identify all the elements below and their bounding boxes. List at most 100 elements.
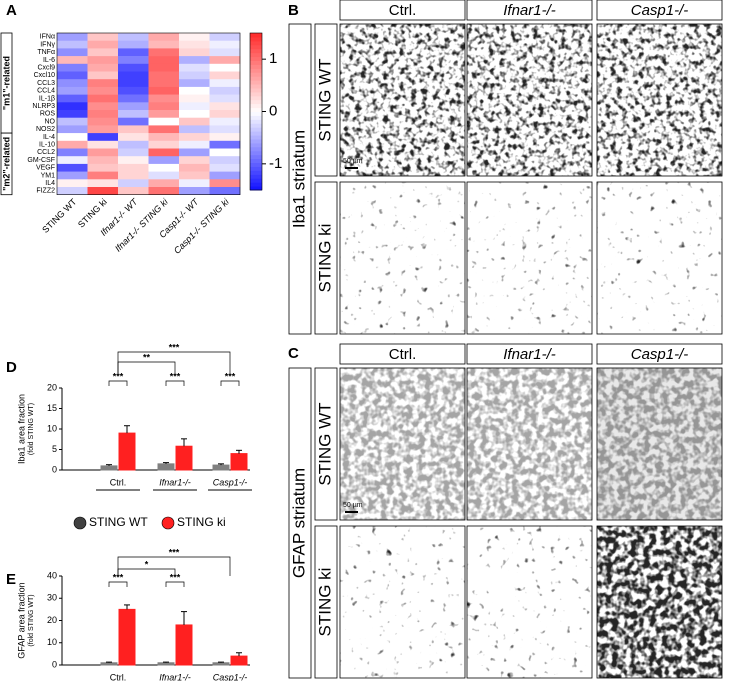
column-header: Ctrl. <box>389 346 417 363</box>
panel-label: C <box>288 345 299 362</box>
scale-bar-label: 50 µm <box>343 502 363 509</box>
micrograph <box>597 526 722 678</box>
colorbar-step <box>250 95 262 101</box>
heatmap-cell <box>87 148 119 157</box>
y-tick-label: 0 <box>52 464 57 474</box>
heatmap-row-label: FIZZ2 <box>36 188 55 195</box>
panel-label: A <box>6 2 17 19</box>
heatmap-cell <box>118 179 149 188</box>
panel-label: B <box>288 2 299 19</box>
heatmap-cell <box>57 179 88 188</box>
x-tick-label: Casp1-/- <box>213 477 248 487</box>
heatmap-cell <box>118 148 149 157</box>
colorbar-step <box>250 36 262 42</box>
heatmap-cell <box>118 56 149 65</box>
micrograph <box>340 24 465 176</box>
y-axis-label: (fold STING WT) <box>28 403 35 455</box>
micrograph <box>467 526 592 678</box>
heatmap-cell <box>179 94 210 103</box>
heatmap-cell <box>57 110 88 118</box>
heatmap-cell <box>179 148 210 157</box>
micrograph <box>340 526 465 678</box>
heatmap-frame <box>56 32 241 195</box>
y-tick-label: 30 <box>47 593 57 603</box>
heatmap-cell <box>179 156 210 165</box>
heatmap-cell <box>87 125 119 134</box>
heatmap-row-label: VEGF <box>36 165 55 172</box>
bar <box>157 662 175 666</box>
heatmap-row-label: NO <box>45 118 56 125</box>
panel-label: D <box>6 359 17 376</box>
colorbar-step <box>250 60 262 65</box>
significance-label: *** <box>169 342 180 352</box>
heatmap-cell <box>57 94 88 103</box>
heatmap-row-label: TNFα <box>37 49 55 56</box>
heatmap-row-label: NLRP3 <box>32 103 55 110</box>
micrograph <box>467 24 592 176</box>
heatmap-cell <box>57 171 88 180</box>
heatmap-cell <box>118 102 149 111</box>
colorbar-step <box>250 107 262 112</box>
heatmap-cell <box>57 40 88 49</box>
heatmap-cell <box>148 140 180 149</box>
heatmap-cell <box>148 40 180 49</box>
colorbar-step <box>250 111 262 116</box>
significance-bracket <box>165 581 185 587</box>
heatmap-cell <box>148 110 180 118</box>
heatmap-row-label: IL-6 <box>43 57 55 64</box>
heatmap-cell <box>148 71 180 80</box>
heatmap-cell <box>87 102 119 111</box>
colorbar-step <box>250 33 262 38</box>
significance-label: *** <box>113 371 124 381</box>
heatmap-cell <box>179 171 210 180</box>
column-header-box <box>466 343 593 365</box>
heatmap-cell <box>57 86 88 95</box>
colorbar-tick-label: 0 <box>269 102 277 119</box>
heatmap-cell <box>57 71 88 80</box>
heatmap-cell <box>118 110 149 118</box>
panel-label: E <box>6 571 16 588</box>
significance-label: ** <box>143 352 151 362</box>
heatmap-cell <box>179 110 210 118</box>
heatmap-cell <box>179 79 210 88</box>
heatmap-cell <box>209 110 241 118</box>
heatmap-cell <box>118 79 149 88</box>
heatmap-cell <box>209 125 241 134</box>
heatmap-cell <box>118 171 149 180</box>
colorbar-step <box>250 182 262 187</box>
heatmap-cell <box>148 86 180 95</box>
significance-bracket <box>108 380 128 386</box>
bar <box>230 453 248 471</box>
x-tick-label: Ifnar1-/- <box>159 477 191 487</box>
heatmap-cell <box>179 86 210 95</box>
micrograph <box>597 368 722 520</box>
heatmap-cell <box>87 86 119 95</box>
heatmap-cell <box>179 40 210 49</box>
heatmap-cell <box>57 133 88 142</box>
heatmap-cell <box>87 63 119 72</box>
heatmap-cell <box>87 33 119 41</box>
column-header-box <box>339 0 466 21</box>
heatmap-cell <box>57 140 88 149</box>
heatmap-cell <box>87 94 119 103</box>
colorbar-step <box>250 127 262 132</box>
heatmap-cell <box>87 40 119 49</box>
heatmap-row-label: IFNγ <box>40 41 55 48</box>
heatmap-cell <box>148 79 180 88</box>
colorbar-step <box>250 40 262 46</box>
heatmap-cell <box>118 40 149 49</box>
column-header: Casp1-/- <box>631 2 689 19</box>
heatmap-cell <box>148 125 180 134</box>
significance-label: * <box>145 559 149 569</box>
micrograph <box>597 182 722 334</box>
legend-swatch <box>161 516 175 530</box>
group-label: "m2"-related <box>1 137 11 191</box>
heatmap-cell <box>179 125 210 134</box>
heatmap-cell <box>179 56 210 65</box>
heatmap-cell <box>57 156 88 165</box>
row-label: STING WT <box>315 58 334 141</box>
micrograph <box>340 182 465 334</box>
bar <box>100 662 118 666</box>
colorbar-step <box>250 103 262 109</box>
group-label: "m1"-related <box>1 56 11 110</box>
